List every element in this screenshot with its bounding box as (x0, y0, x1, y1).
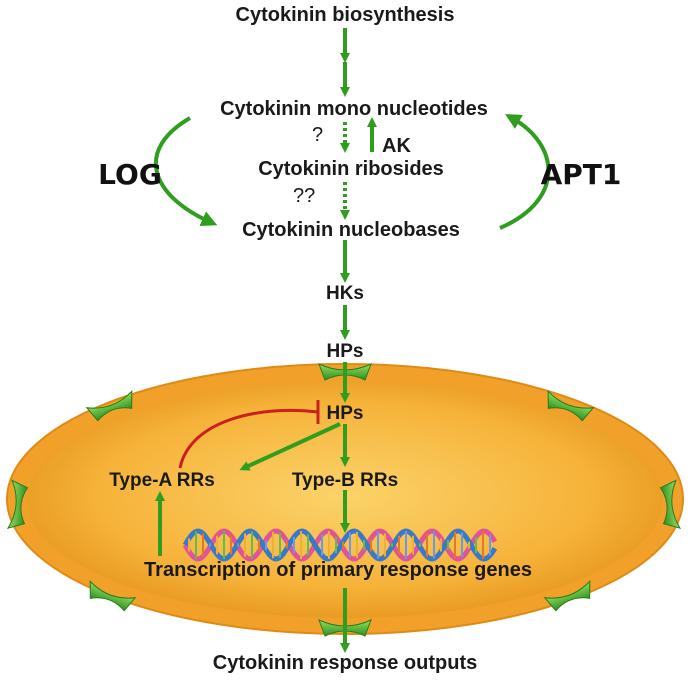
node-type-b: Type-B RRs (292, 470, 398, 491)
node-nucleobases: Cytokinin nucleobases (242, 219, 460, 241)
dna-helix-icon (182, 528, 498, 562)
node-mono-nucleotides: Cytokinin mono nucleotides (220, 98, 488, 120)
node-hps-inner: HPs (327, 403, 364, 424)
node-type-a: Type-A RRs (109, 470, 215, 491)
node-transcription: Transcription of primary response genes (144, 559, 532, 581)
node-hks: HKs (326, 283, 364, 304)
node-biosynthesis: Cytokinin biosynthesis (236, 4, 455, 26)
pathway-arrows (155, 28, 377, 653)
side-curved-arrows (153, 114, 551, 230)
label-apt1: APT1 (541, 158, 622, 191)
inhibition-arrow (178, 400, 320, 469)
label-q1: ? (312, 124, 323, 146)
label-q2: ?? (293, 185, 315, 207)
membrane-channel-icon (6, 363, 682, 637)
node-outputs: Cytokinin response outputs (213, 652, 477, 674)
label-ak: AK (382, 135, 411, 157)
label-log: LOG (98, 158, 162, 191)
node-ribosides: Cytokinin ribosides (258, 158, 444, 180)
node-hps-outer: HPs (327, 341, 364, 362)
